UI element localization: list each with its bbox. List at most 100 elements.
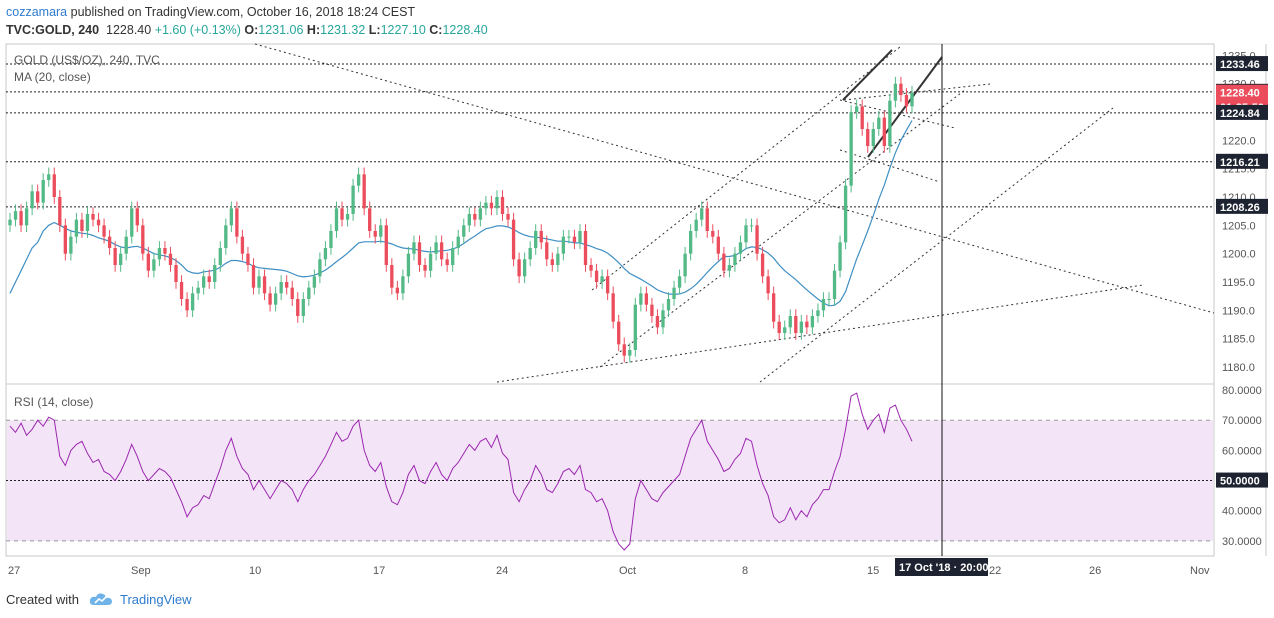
candle-body [904, 95, 909, 107]
candle-body [428, 253, 433, 271]
candle-body [462, 225, 466, 237]
candle-body [296, 299, 300, 316]
candle-body [124, 236, 128, 254]
candle-body [821, 299, 826, 311]
candle-body [882, 117, 886, 146]
candle-body [838, 242, 842, 271]
candle-body [860, 106, 864, 129]
footer: Created with TradingView [6, 592, 192, 609]
price-label-box [1216, 56, 1268, 72]
candle-body [417, 242, 422, 265]
candle-body [356, 174, 361, 186]
candle-body [329, 231, 333, 248]
candle-body [96, 219, 101, 226]
candle-body [583, 231, 588, 265]
price-tick-label: 1205.0 [1222, 220, 1256, 232]
candle-body [63, 225, 67, 254]
candle-body [843, 185, 848, 243]
symbol-label: TVC:GOLD, 240 [6, 23, 100, 37]
publish-line: cozzamara published on TradingView.com, … [6, 3, 488, 21]
candle-body [312, 276, 317, 288]
price-label-box [1216, 104, 1268, 120]
open-label: O: [244, 23, 259, 37]
author-link[interactable]: cozzamara [6, 5, 68, 19]
candle-body [871, 129, 875, 146]
candle-body [771, 293, 776, 322]
candle-body [528, 248, 532, 260]
candle-body [58, 197, 62, 226]
candle-body [36, 191, 40, 203]
candle-body [628, 350, 632, 356]
rsi-tick-label: 60.0000 [1222, 445, 1262, 457]
crosshair-time-box [895, 558, 988, 576]
candle-body [893, 83, 898, 101]
candle-body [318, 259, 322, 277]
candle-body [268, 293, 272, 305]
candle-body [666, 299, 671, 311]
candle-body [229, 208, 234, 226]
candle-body [262, 276, 267, 294]
tradingview-brand-link[interactable]: TradingView [120, 592, 192, 607]
time-tick-label: 10 [249, 565, 261, 577]
candle-body [152, 259, 156, 271]
candle-body [484, 202, 488, 209]
rsi-tick-label: 40.0000 [1222, 506, 1262, 518]
candle-body [495, 197, 499, 209]
time-tick-label: Oct [619, 565, 636, 577]
candle-body [345, 214, 350, 220]
candle-body [534, 231, 538, 248]
candle-body [473, 214, 477, 220]
chart-header: cozzamara published on TradingView.com, … [6, 3, 488, 39]
candle-body [810, 316, 815, 328]
time-tick-label: Sep [131, 565, 151, 577]
candle-body [622, 344, 626, 356]
candle-body [334, 208, 339, 231]
price-label-text: 1228.40 [1220, 88, 1260, 100]
chart-canvas[interactable]: 1180.01185.01190.01195.01200.01205.01210… [0, 0, 1274, 590]
candle-body [196, 287, 200, 294]
candle-body [213, 265, 217, 282]
candle-body [368, 208, 372, 231]
candle-body [910, 92, 914, 107]
candle-body [556, 253, 560, 265]
trend-line [599, 89, 966, 368]
time-tick-label: 22 [989, 565, 1001, 577]
candle-body [74, 219, 79, 237]
candle-body [794, 316, 798, 333]
candle-body [832, 270, 837, 299]
candle-body [578, 231, 582, 243]
candle-body [279, 282, 283, 294]
rsi-pane-title: RSI (14, close) [14, 395, 93, 409]
candle-body [733, 253, 737, 265]
price-label-text: 1216.21 [1220, 157, 1260, 169]
candle-body [301, 299, 305, 316]
candle-body [290, 287, 294, 299]
price-tick-label: 1185.0 [1222, 334, 1255, 346]
candle-body [119, 253, 123, 265]
published-text: published on TradingView.com, October 16… [70, 5, 416, 19]
candle-body [8, 219, 12, 226]
candle-body [351, 185, 355, 214]
ma-indicator-title: MA (20, close) [14, 70, 91, 84]
candle-body [179, 282, 184, 299]
candle-body [777, 321, 781, 333]
candle-body [451, 248, 455, 265]
candle-body [722, 253, 726, 271]
candle-body [788, 316, 792, 328]
candle-body [572, 236, 577, 243]
candle-body [489, 202, 494, 209]
candle-body [644, 293, 649, 305]
candle-body [478, 208, 483, 220]
candle-body [716, 236, 720, 254]
candle-body [506, 214, 510, 220]
last-price: 1228.40 [106, 23, 152, 37]
price-tick-label: 1220.0 [1222, 135, 1256, 147]
candle-body [412, 242, 416, 254]
price-label-text: 1208.26 [1220, 202, 1260, 214]
candle-body [373, 231, 377, 237]
candle-body [705, 208, 709, 231]
candle-body [445, 259, 449, 265]
price-tick-label: 1190.0 [1222, 305, 1255, 317]
candle-body [561, 236, 566, 254]
candle-body [688, 231, 693, 254]
